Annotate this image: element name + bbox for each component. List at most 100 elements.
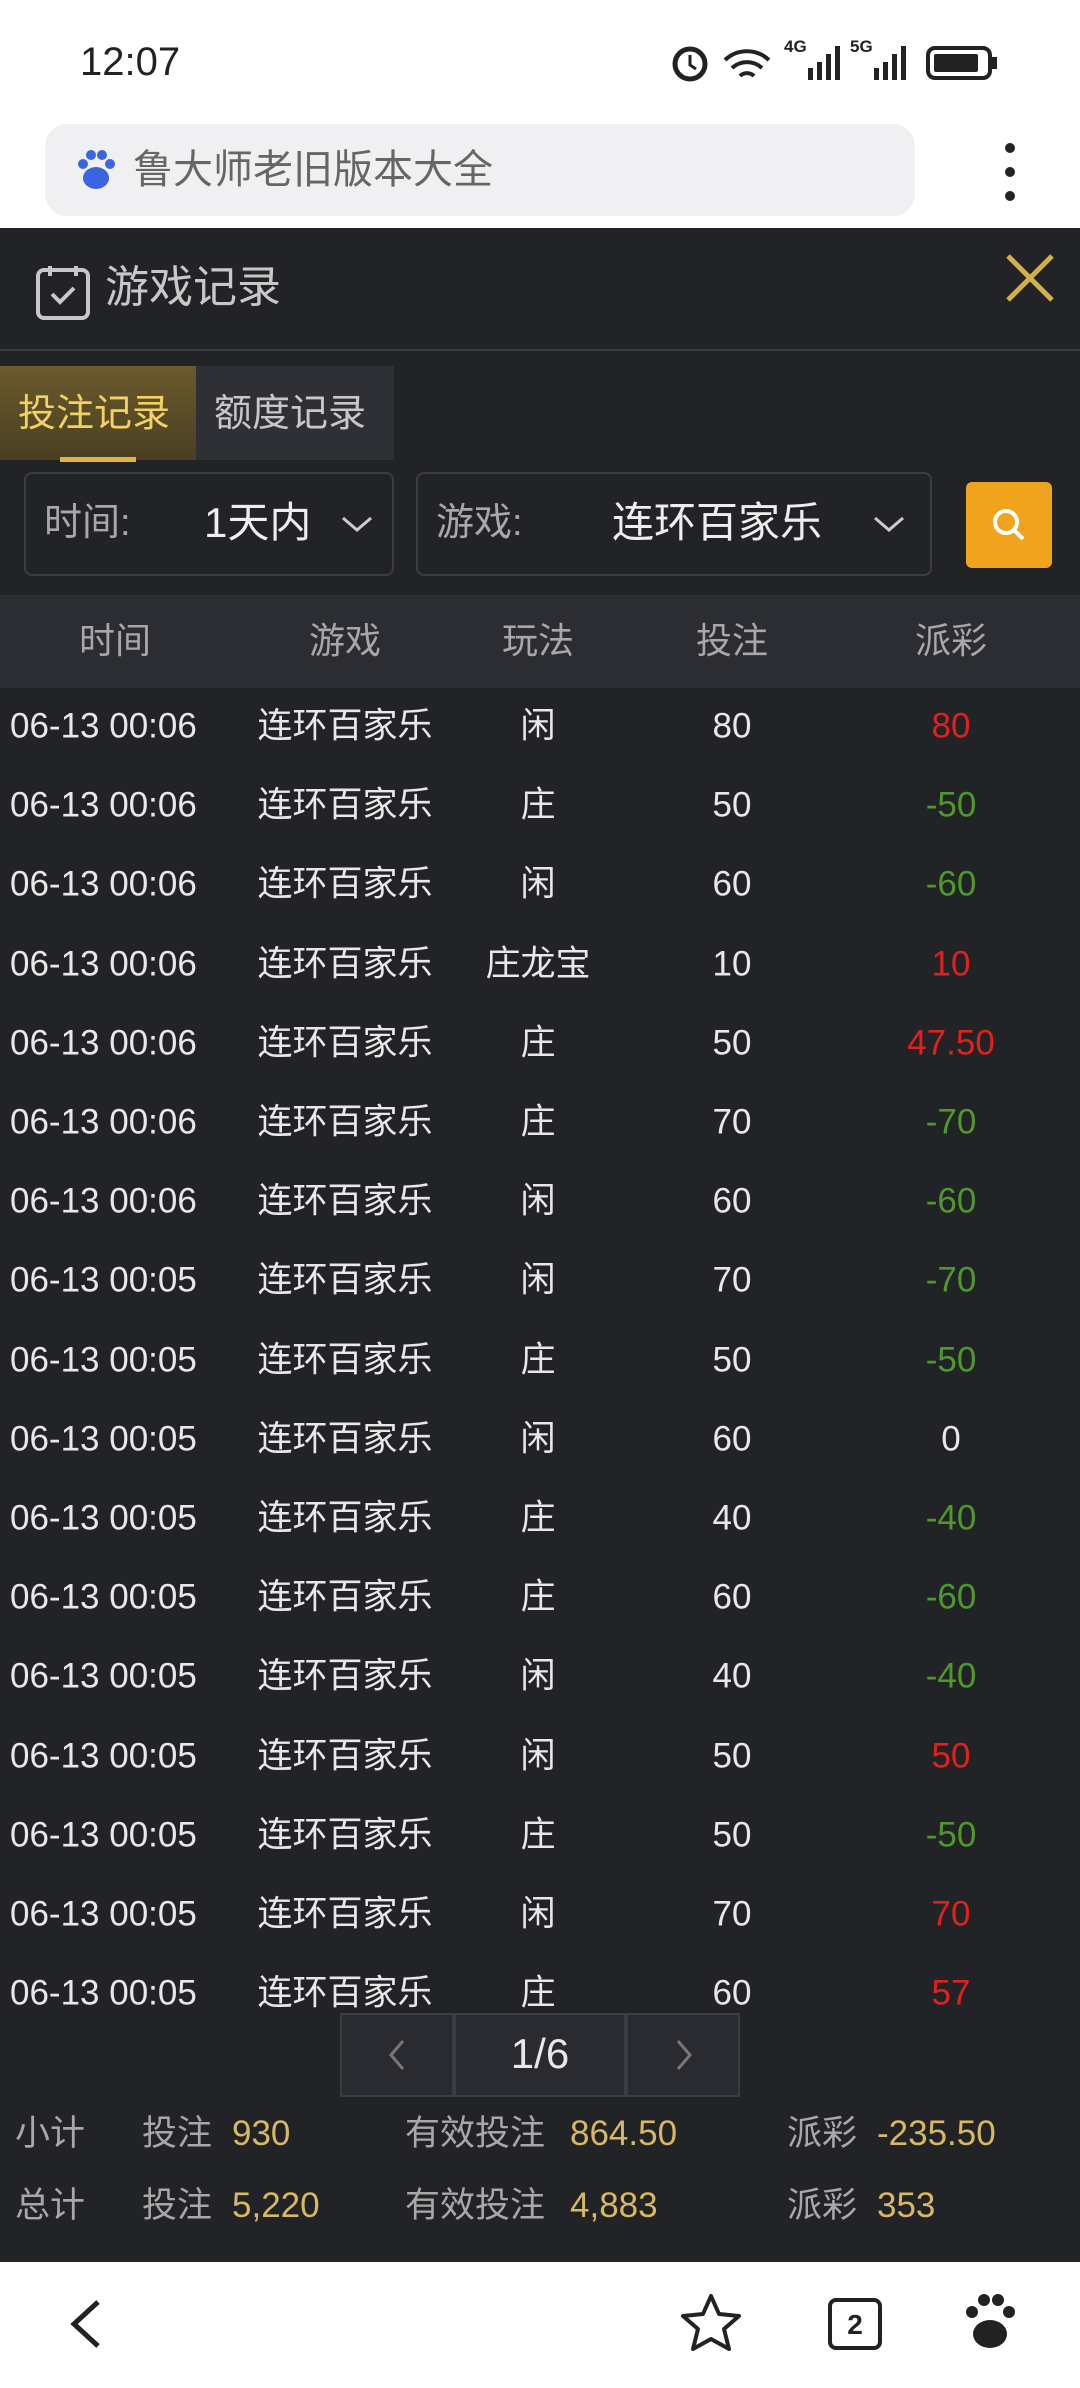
table-cell: 连环百家乐: [257, 1656, 433, 1696]
summary-item-label: 派彩: [787, 2186, 858, 2225]
table-cell: 闲: [520, 1736, 556, 1776]
back-button[interactable]: [70, 2300, 100, 2348]
table-cell: 50: [712, 1023, 752, 1063]
table-cell: 庄: [520, 1815, 556, 1855]
menu-button[interactable]: [996, 140, 1024, 204]
table-cell: 连环百家乐: [257, 864, 433, 904]
column-header: 派彩: [914, 620, 988, 661]
network-label: 4G: [784, 38, 807, 56]
table-cell: -50: [925, 785, 977, 825]
table-cell: 06-13 00:05: [10, 1577, 197, 1617]
table-cell: 06-13 00:06: [10, 1181, 197, 1221]
address-bar[interactable]: [45, 124, 915, 216]
table-header: [0, 595, 1080, 688]
network-label: 5G: [850, 38, 873, 56]
table-cell: 50: [712, 1340, 752, 1380]
table-cell: 庄: [520, 1973, 556, 2013]
bookmark-button[interactable]: [681, 2294, 741, 2351]
tab[interactable]: [196, 366, 394, 460]
table-cell: 50: [712, 1736, 752, 1776]
game-filter[interactable]: [416, 472, 932, 576]
table-cell: 57: [931, 1973, 971, 2013]
table-cell: 06-13 00:06: [10, 1102, 197, 1142]
summary-item-value: 930: [232, 2114, 291, 2153]
table-cell: -70: [925, 1102, 977, 1142]
table-cell: 连环百家乐: [257, 1577, 433, 1617]
dialog-title: 游戏记录: [105, 263, 281, 312]
tab-indicator: [60, 457, 136, 462]
table-cell: 60: [712, 1181, 752, 1221]
table-cell: 连环百家乐: [257, 1181, 433, 1221]
table-cell: 庄: [520, 1023, 556, 1063]
summary-label: 总计: [15, 2186, 86, 2225]
table-cell: 06-13 00:06: [10, 864, 197, 904]
divider: [0, 349, 1080, 351]
table-cell: 庄: [520, 1577, 556, 1617]
table-cell: 庄: [520, 1102, 556, 1142]
clock: 12:07: [80, 40, 181, 84]
table-cell: 庄龙宝: [485, 944, 591, 984]
table-cell: 连环百家乐: [257, 1340, 433, 1380]
table-cell: 60: [712, 864, 752, 904]
table-cell: 70: [712, 1894, 752, 1934]
table-cell: 06-13 00:06: [10, 1023, 197, 1063]
record-panel: [0, 228, 1080, 2262]
address-text: 鲁大师老旧版本大全: [133, 148, 493, 192]
summary-item-label: 有效投注: [405, 2114, 546, 2153]
filter-label: 时间:: [44, 502, 131, 544]
table-cell: 连环百家乐: [257, 785, 433, 825]
table-cell: 70: [712, 1102, 752, 1142]
summary-label: 小计: [15, 2114, 86, 2153]
table-cell: 06-13 00:06: [10, 785, 197, 825]
table-cell: 06-13 00:05: [10, 1736, 197, 1776]
summary-item-label: 投注: [142, 2186, 213, 2225]
table-cell: 连环百家乐: [257, 1102, 433, 1142]
table-cell: 闲: [520, 1894, 556, 1934]
dropdown-arrow: [874, 516, 904, 532]
status-icons: 4G 5G: [672, 38, 997, 82]
search-button[interactable]: [966, 482, 1052, 568]
table-cell: 70: [712, 1260, 752, 1300]
summary-item-value: 4,883: [570, 2186, 658, 2225]
column-header: 时间: [78, 620, 152, 661]
table-cell: 闲: [520, 1260, 556, 1300]
summary-item-label: 派彩: [787, 2114, 858, 2153]
record-icon: [36, 266, 90, 320]
table-cell: 连环百家乐: [257, 944, 433, 984]
table-cell: -60: [925, 864, 977, 904]
bottom-nav: [70, 2294, 1015, 2351]
table-cell: -40: [925, 1498, 977, 1538]
filter-value: 连环百家乐: [612, 499, 823, 546]
close-button[interactable]: [1004, 252, 1056, 304]
page-indicator: 1/6: [510, 2030, 570, 2077]
table-cell: 连环百家乐: [257, 1419, 433, 1459]
column-header: 玩法: [501, 620, 575, 661]
table-cell: 庄: [520, 785, 556, 825]
table-cell: 60: [712, 1419, 752, 1459]
table-cell: 06-13 00:05: [10, 1498, 197, 1538]
table-cell: 60: [712, 1577, 752, 1617]
summary-item-label: 投注: [142, 2114, 213, 2153]
table-cell: 0: [941, 1419, 961, 1459]
tabs-button[interactable]: [828, 2298, 882, 2350]
table-cell: 连环百家乐: [257, 1023, 433, 1063]
table-cell: 06-13 00:06: [10, 944, 197, 984]
table-cell: 闲: [520, 1419, 556, 1459]
tab-active[interactable]: [0, 366, 196, 460]
filter-label: 游戏:: [436, 502, 523, 544]
table-cell: -40: [925, 1656, 977, 1696]
table-cell: 80: [931, 706, 971, 746]
table-cell: 闲: [520, 1181, 556, 1221]
summary-item-value: -235.50: [877, 2114, 996, 2153]
tab-label: 投注记录: [18, 393, 171, 435]
table-cell: 80: [712, 706, 752, 746]
table-cell: -70: [925, 1260, 977, 1300]
table-cell: 闲: [520, 864, 556, 904]
time-filter[interactable]: [24, 472, 394, 576]
table-cell: 06-13 00:05: [10, 1894, 197, 1934]
dropdown-arrow: [342, 516, 372, 532]
table-cell: 连环百家乐: [257, 1498, 433, 1538]
table-cell: -50: [925, 1340, 977, 1380]
